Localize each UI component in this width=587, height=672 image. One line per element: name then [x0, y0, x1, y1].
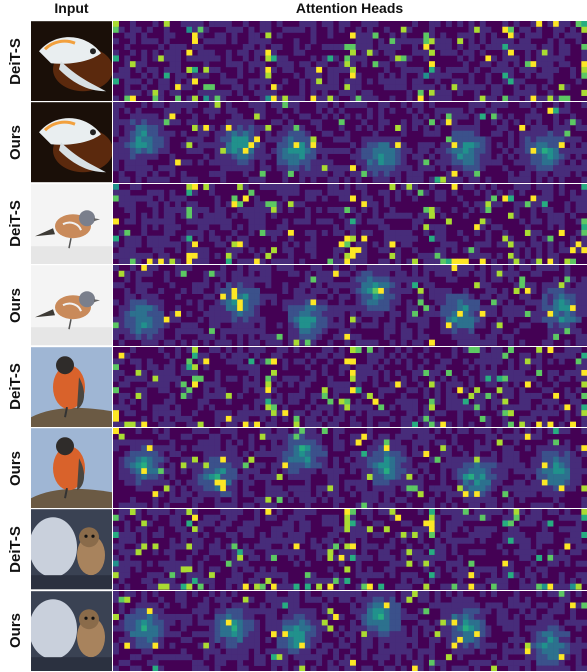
input-image-finch: [31, 183, 112, 264]
attention-head: [271, 265, 351, 346]
attention-head: [428, 346, 509, 427]
attention-head: [113, 21, 193, 102]
input-image-koi-fish: [31, 102, 112, 183]
attention-heatmap: [113, 183, 587, 265]
row-label-text: DeiT-S: [6, 526, 24, 573]
attention-heads-column-header: Attention Heads: [295, 0, 404, 16]
input-image-koi-fish: [31, 21, 112, 102]
attention-head: [350, 428, 430, 509]
attention-head: [428, 265, 509, 346]
row-label: Ours: [0, 102, 30, 182]
attention-head: [192, 509, 272, 590]
attention-head: [428, 428, 509, 509]
attention-head: [428, 21, 509, 102]
attention-head: [192, 265, 272, 346]
input-image-finch: [31, 265, 112, 346]
attention-head: [350, 265, 430, 346]
attention-heatmap: [113, 346, 587, 427]
attention-heatmap: [113, 509, 587, 590]
attention-head: [428, 183, 509, 265]
attention-head: [507, 428, 587, 509]
attention-head: [113, 183, 193, 265]
input-image-dog: [31, 590, 112, 671]
attention-head: [192, 102, 272, 183]
attention-head: [192, 428, 272, 509]
attention-heatmap: [113, 265, 587, 346]
row-label: Ours: [0, 591, 30, 671]
attention-head: [350, 102, 430, 183]
attention-head: [507, 265, 587, 346]
row-label-text: DeiT-S: [6, 37, 24, 85]
attention-head: [271, 102, 351, 183]
attention-head: [271, 509, 351, 590]
attention-head: [192, 590, 272, 672]
row-label: Ours: [0, 265, 30, 345]
attention-head: [350, 21, 430, 102]
attention-heatmap: [113, 102, 587, 183]
attention-head: [113, 428, 193, 509]
input-image-robin: [31, 428, 112, 509]
attention-head: [507, 183, 587, 265]
attention-head: [507, 102, 587, 183]
attention-heatmap: [113, 21, 587, 102]
attention-head: [192, 183, 272, 265]
row-label-text: Ours: [6, 287, 24, 323]
row-label-text: DeiT-S: [6, 363, 24, 411]
attention-head: [350, 183, 430, 265]
attention-head: [271, 21, 351, 102]
attention-head: [350, 346, 430, 427]
input-image-dog: [31, 509, 112, 590]
row-label: DeiT-S: [0, 184, 30, 264]
attention-head: [507, 346, 587, 427]
row-label-text: Ours: [6, 450, 24, 486]
row-label: Ours: [0, 428, 30, 508]
attention-head: [428, 102, 509, 183]
row-label-text: Ours: [6, 125, 24, 161]
attention-head: [113, 590, 193, 672]
attention-head: [271, 346, 351, 427]
attention-head: [113, 265, 193, 346]
attention-head: [113, 346, 193, 427]
attention-head: [192, 21, 272, 102]
attention-head: [428, 509, 509, 590]
attention-head: [507, 590, 587, 672]
attention-head: [271, 428, 351, 509]
attention-head: [507, 21, 587, 102]
attention-head: [350, 509, 430, 590]
attention-head: [428, 590, 509, 672]
row-label: DeiT-S: [0, 347, 30, 427]
attention-head: [507, 509, 587, 590]
input-image-robin: [31, 346, 112, 427]
row-label: DeiT-S: [0, 509, 30, 589]
attention-heatmap: [113, 428, 587, 509]
row-label-text: Ours: [6, 613, 24, 649]
attention-head: [192, 346, 272, 427]
attention-head: [271, 590, 351, 672]
input-column-header: Input: [54, 0, 89, 16]
attention-head: [113, 509, 193, 590]
row-label: DeiT-S: [0, 21, 30, 101]
attention-head: [350, 590, 430, 672]
attention-head: [113, 102, 193, 183]
row-label-text: DeiT-S: [6, 200, 24, 248]
attention-heatmap: [113, 590, 587, 672]
attention-head: [271, 183, 351, 265]
